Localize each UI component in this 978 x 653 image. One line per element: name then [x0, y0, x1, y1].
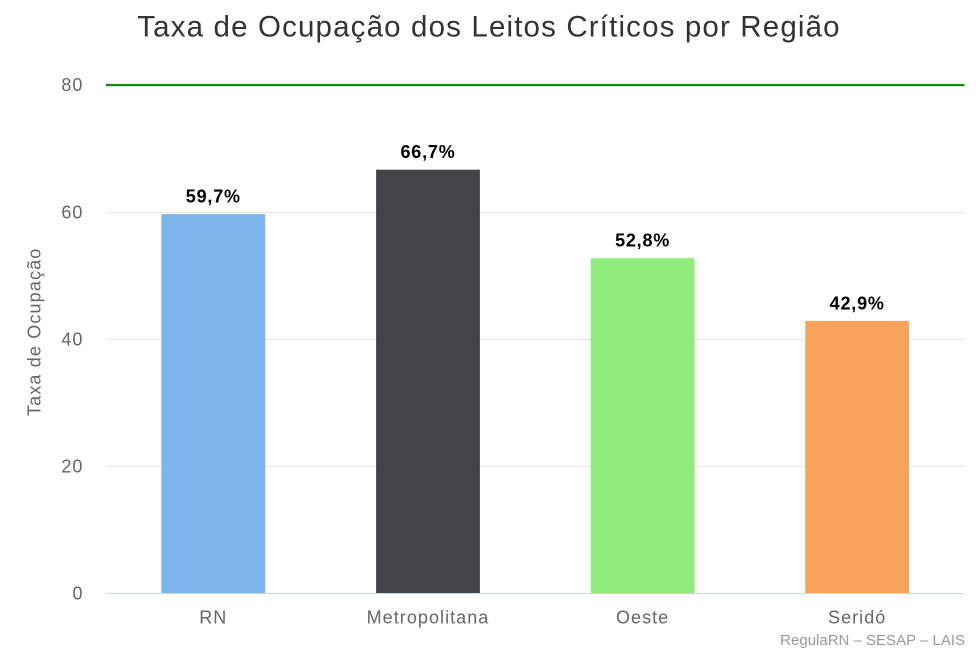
svg-text:Taxa de Ocupação: Taxa de Ocupação	[25, 248, 45, 417]
svg-text:42,9%: 42,9%	[830, 293, 885, 313]
svg-text:Metropolitana: Metropolitana	[367, 608, 490, 628]
svg-text:60: 60	[61, 202, 83, 222]
svg-text:RN: RN	[199, 608, 227, 628]
svg-text:Taxa de Ocupação dos Leitos Cr: Taxa de Ocupação dos Leitos Críticos por…	[137, 11, 840, 44]
svg-text:80: 80	[61, 75, 83, 95]
svg-text:RegulaRN – SESAP – LAIS: RegulaRN – SESAP – LAIS	[780, 632, 965, 649]
svg-text:Oeste: Oeste	[616, 608, 669, 628]
svg-text:59,7%: 59,7%	[186, 187, 241, 207]
svg-text:40: 40	[61, 329, 83, 349]
svg-text:20: 20	[61, 456, 83, 476]
svg-text:52,8%: 52,8%	[615, 231, 670, 251]
svg-text:66,7%: 66,7%	[400, 142, 455, 162]
svg-text:0: 0	[72, 583, 83, 603]
svg-text:Seridó: Seridó	[828, 608, 886, 628]
